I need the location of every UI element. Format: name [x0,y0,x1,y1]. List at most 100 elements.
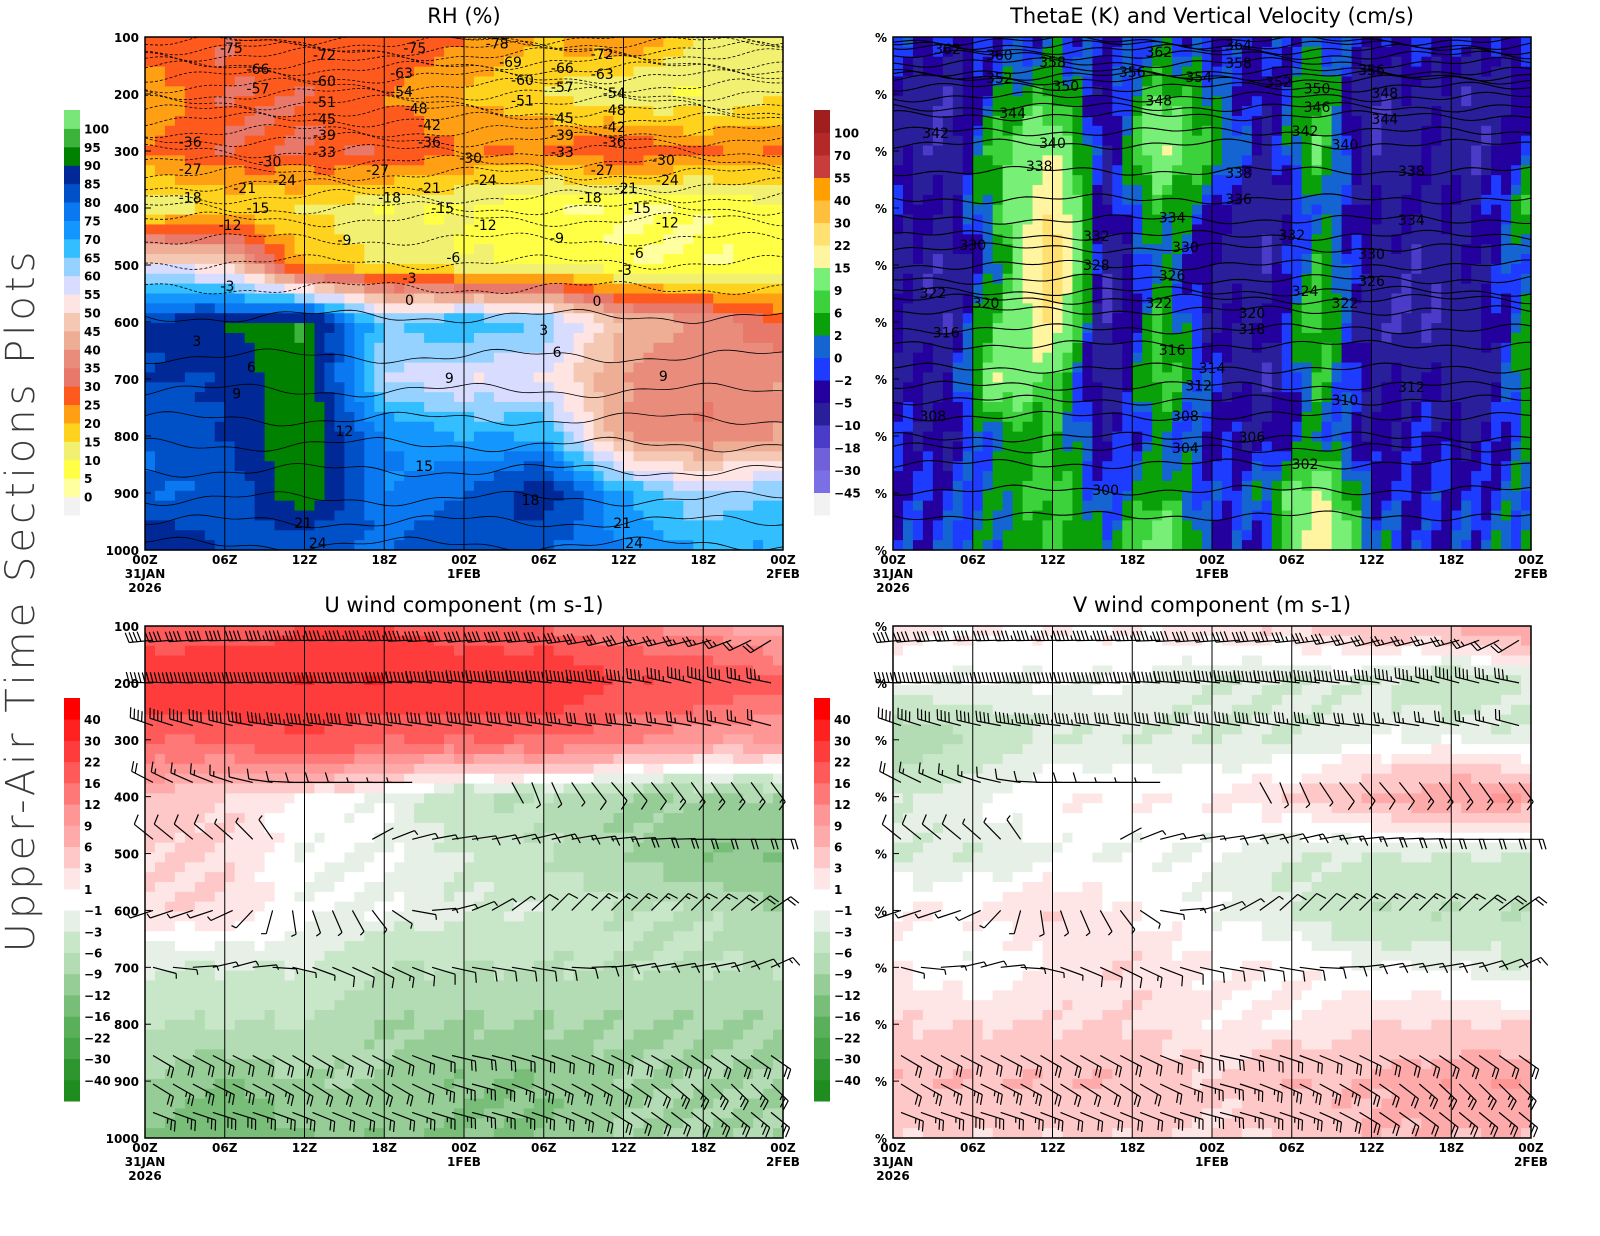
field-cell [394,471,405,482]
field-cell [1112,96,1123,107]
field-cell [633,372,645,383]
field-cell [314,234,326,245]
field-cell [523,263,535,275]
field-cell [1032,194,1044,206]
field-cell [553,461,565,472]
field-cell [992,540,1004,551]
field-cell [145,402,156,413]
field-cell [164,115,176,127]
field-cell [334,451,345,462]
field-cell [324,263,336,275]
field-cell [962,461,974,472]
field-cell [972,234,984,245]
field-cell [653,204,664,216]
field-cell [234,382,246,393]
field-cell [992,402,1004,413]
field-cell [603,46,615,58]
field-cell [932,165,944,176]
field-cell [703,254,714,265]
field-cell [563,244,575,255]
field-cell [204,461,216,472]
field-cell [743,254,754,265]
field-cell [483,382,495,393]
field-cell [174,165,186,176]
field-cell [1022,155,1034,166]
field-cell [304,313,316,324]
field-cell [224,372,236,383]
field-cell [593,263,605,275]
field-cell [992,224,1004,235]
field-cell [893,313,904,324]
field-cell [992,46,1004,58]
field-cell [1072,500,1084,512]
field-cell [912,155,924,166]
field-cell [723,352,734,364]
field-cell [952,342,964,354]
field-cell [1012,520,1024,531]
field-cell [723,145,734,156]
field-cell [583,372,595,383]
field-cell [1162,303,1173,314]
field-cell [174,125,186,137]
field-cell [952,520,964,531]
field-cell [304,520,316,531]
field-cell [1102,471,1113,482]
field-cell [384,490,395,502]
field-cell [184,520,196,531]
field-cell [324,283,336,295]
field-cell [304,362,316,374]
field-cell [244,76,256,87]
contour-line [144,40,784,57]
field-cell [1042,451,1054,462]
field-cell [374,530,385,541]
field-cell [1012,451,1024,462]
field-cell [962,244,974,255]
field-cell [464,86,475,97]
field-cell [1112,263,1123,275]
field-cell [623,510,635,522]
field-cell [194,540,206,551]
field-cell [1162,254,1173,265]
field-cell [763,342,774,354]
field-cell [1072,510,1084,522]
field-cell [693,273,704,285]
field-cell [483,194,495,206]
field-cell [314,273,326,285]
field-cell [912,392,924,403]
field-cell [1002,352,1014,364]
field-cell [763,540,774,551]
field-cell [643,115,655,127]
field-cell [1082,86,1093,97]
field-cell [613,313,625,324]
field-cell [1142,155,1153,166]
field-cell [743,244,754,255]
field-cell [414,224,425,235]
field-cell [713,145,724,156]
field-cell [254,125,266,137]
field-cell [683,254,694,265]
field-cell [972,283,984,295]
field-cell [713,155,724,166]
field-cell [284,431,296,443]
field-cell [354,155,365,166]
field-cell [354,490,365,502]
field-cell [972,451,984,462]
field-cell [424,402,435,413]
field-cell [683,382,694,393]
field-cell [613,125,625,137]
field-cell [1002,135,1014,147]
field-cell [503,323,515,334]
field-cell [503,46,515,58]
field-cell [653,273,664,285]
field-cell [563,263,575,275]
field-cell [414,254,425,265]
field-cell [1152,224,1163,235]
field-cell [264,431,276,443]
colorbar-swatch [64,459,80,479]
field-cell [1122,500,1133,512]
y-tick-label: 100 [114,31,139,45]
field-cell [573,224,585,235]
field-cell [414,540,425,551]
contour-label: 9 [659,369,668,385]
field-cell [1092,441,1103,452]
